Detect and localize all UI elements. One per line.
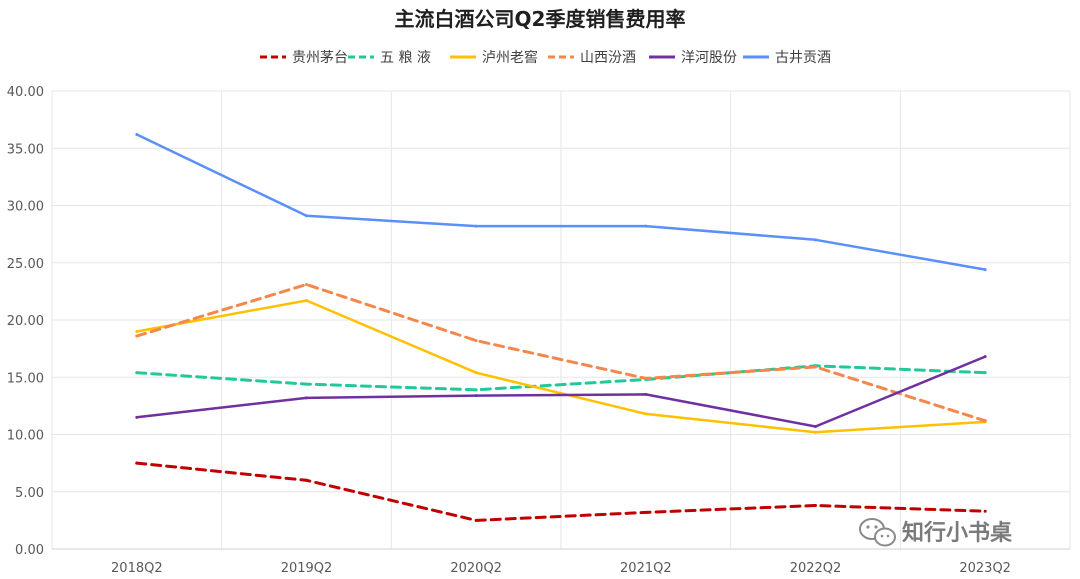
legend-label: 泸州老窖 [482,49,538,66]
data-point [135,133,139,137]
legend-label: 五 粮 液 [380,50,431,66]
data-point [305,478,308,482]
legend-label: 贵州茅台 [292,50,348,66]
legend-label: 洋河股份 [681,50,737,66]
data-point [135,371,139,375]
data-point [644,376,648,380]
legend-item: 古井贡酒 [743,50,831,66]
x-tick-label: 2020Q2 [450,561,502,576]
data-point [305,382,308,386]
legend-item: 五 粮 液 [348,50,431,66]
data-point [983,419,987,423]
series-line-0 [135,461,987,522]
y-tick-label: 0.00 [15,543,44,558]
data-point [814,503,817,507]
chart-title: 主流白酒公司Q2季度销售费用率 [395,7,686,31]
data-point [305,299,308,303]
x-axis: 2018Q2 2019Q2 2020Q2 2021Q2 2022Q2 2023Q2 [111,561,1011,576]
data-point [474,388,478,392]
series-line-3 [135,283,987,423]
data-point [983,355,987,359]
series-line-5 [135,133,987,271]
data-point [474,394,478,398]
data-point [474,339,478,343]
chart-grid [51,90,1071,550]
data-point [814,238,817,242]
series-line-2 [135,299,987,434]
data-point [474,518,478,522]
legend-item: 洋河股份 [649,50,737,66]
x-tick-label: 2018Q2 [111,561,163,576]
x-tick-label: 2023Q2 [959,561,1011,576]
data-point [814,430,817,434]
y-tick-label: 40.00 [7,85,44,100]
wechat-icon [859,518,896,547]
data-point [814,424,817,428]
y-tick-label: 10.00 [7,429,44,444]
watermark-text: 知行小书桌 [902,520,1013,546]
x-tick-label: 2021Q2 [620,561,672,576]
data-point [644,224,648,228]
chart-legend: 贵州茅台 五 粮 液 泸州老窖 山西汾酒 洋河股份 古井贡酒 [260,49,831,66]
y-axis: 0.00 5.00 10.00 15.00 20.00 25.00 30.00 35.00 40… [7,85,44,558]
data-point [983,509,987,513]
y-tick-label: 20.00 [7,314,44,329]
x-tick-label: 2022Q2 [790,561,842,576]
legend-item: 山西汾酒 [548,50,636,66]
data-point [305,214,308,218]
y-tick-label: 35.00 [7,142,44,157]
data-point [814,365,817,369]
series-line-1 [135,364,987,392]
data-point [135,329,139,333]
data-point [135,461,139,465]
data-point [644,392,648,396]
chart-series [135,133,987,522]
data-point [983,268,987,272]
data-point [305,283,308,287]
y-tick-label: 15.00 [7,371,44,386]
data-point [474,371,478,375]
data-point [644,510,648,514]
data-point [135,334,139,338]
data-point [135,415,139,419]
data-point [474,224,478,228]
legend-item: 泸州老窖 [450,49,538,66]
legend-label: 山西汾酒 [580,50,636,66]
legend-item: 贵州茅台 [260,50,348,66]
data-point [305,396,308,400]
data-point [983,371,987,375]
x-tick-label: 2019Q2 [281,561,333,576]
series-line-4 [135,355,987,428]
legend-label: 古井贡酒 [775,50,831,66]
y-tick-label: 5.00 [15,486,44,501]
watermark: 知行小书桌 [859,518,1013,547]
data-point [644,412,648,416]
y-tick-label: 30.00 [7,200,44,215]
y-tick-label: 25.00 [7,257,44,272]
